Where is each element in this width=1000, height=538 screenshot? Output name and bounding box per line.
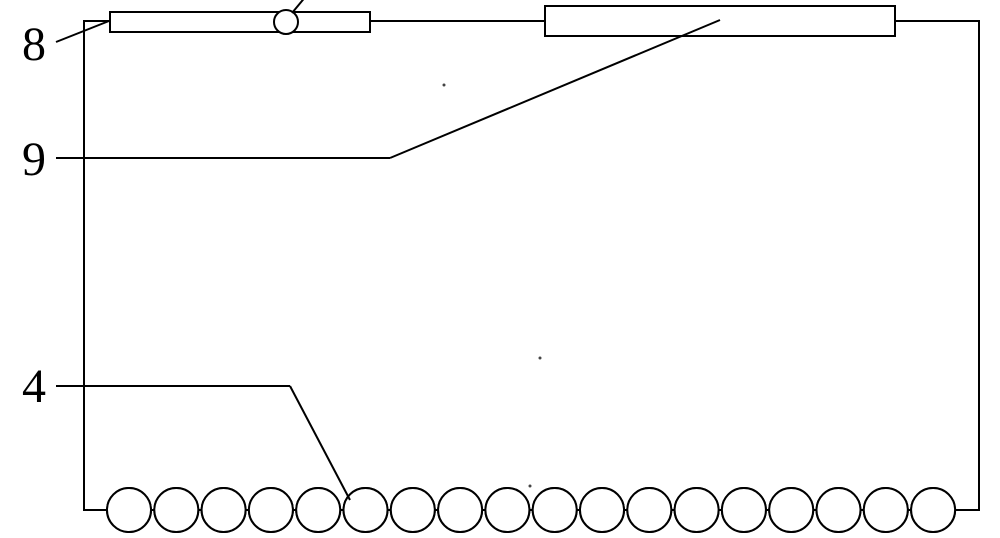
bottom-circle xyxy=(580,488,624,532)
bottom-circle xyxy=(249,488,293,532)
bottom-circle xyxy=(817,488,861,532)
stray-dot xyxy=(529,485,532,488)
diagram-canvas: 8 9 4 xyxy=(0,0,1000,538)
bottom-circle xyxy=(154,488,198,532)
bottom-circle xyxy=(296,488,340,532)
outer-frame xyxy=(84,21,979,510)
bottom-circle xyxy=(911,488,955,532)
bottom-circle xyxy=(627,488,671,532)
bottom-circle xyxy=(769,488,813,532)
bottom-circle xyxy=(202,488,246,532)
bottom-circle xyxy=(344,488,388,532)
bottom-circle xyxy=(722,488,766,532)
bottom-circle xyxy=(438,488,482,532)
label-9-leader-diag xyxy=(390,20,720,158)
bottom-circle xyxy=(107,488,151,532)
bottom-circle xyxy=(391,488,435,532)
label-4-leader-diag xyxy=(290,386,350,500)
label-9: 9 xyxy=(22,133,46,186)
small-indicator-circle xyxy=(274,10,298,34)
label-8-leader xyxy=(56,21,109,42)
bottom-circle xyxy=(675,488,719,532)
bottom-circle xyxy=(533,488,577,532)
label-8: 8 xyxy=(22,18,46,71)
bottom-circle xyxy=(485,488,529,532)
bottom-circle xyxy=(864,488,908,532)
stray-dot xyxy=(539,357,542,360)
label-4: 4 xyxy=(22,360,46,413)
stray-dot xyxy=(443,84,446,87)
top-left-component xyxy=(110,12,370,32)
